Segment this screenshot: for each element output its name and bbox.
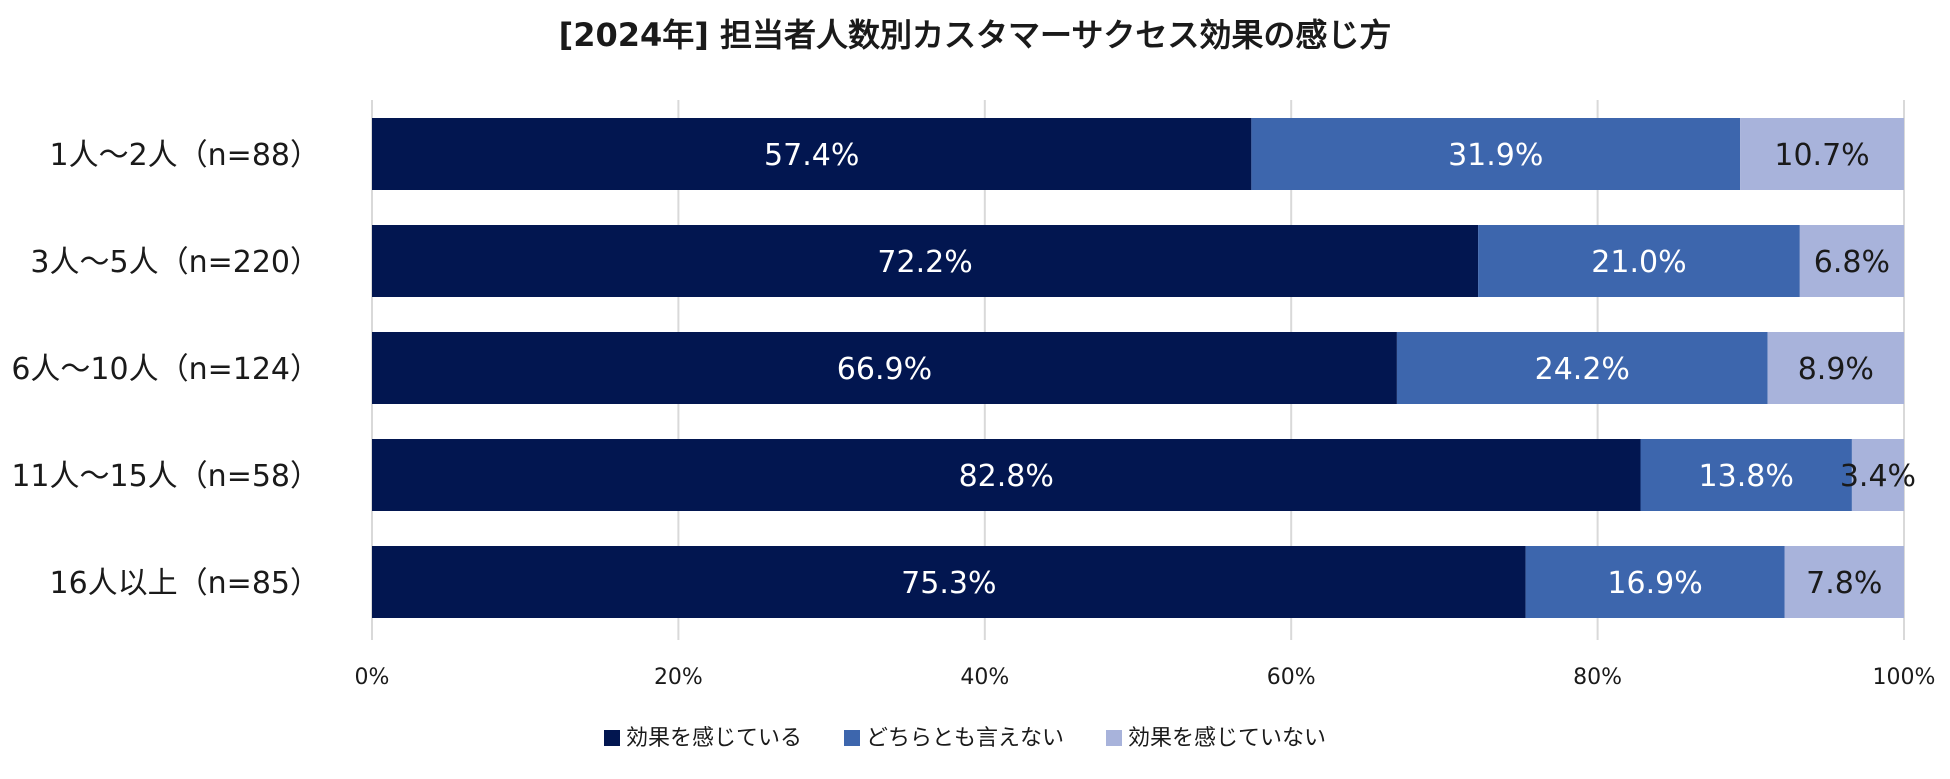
bar-segment: [1799, 225, 1904, 297]
bar-segment: [1784, 546, 1904, 618]
bar-segment: [1251, 118, 1741, 190]
bar-data-label: 13.8%: [1699, 459, 1794, 494]
bar-data-label: 8.9%: [1798, 352, 1874, 387]
bar-data-label: 6.8%: [1814, 245, 1890, 280]
legend-swatch: [604, 730, 620, 746]
bar-data-label: 7.8%: [1806, 566, 1882, 601]
category-labels: 1人～2人（n=88） 3人～5人（n=220） 6人～10人（n=124） 11人～…: [11, 138, 320, 601]
bar-segment: [1767, 332, 1904, 404]
bar-segment: [1525, 546, 1785, 618]
bar-data-label: 66.9%: [837, 352, 932, 387]
bar-segment: [372, 439, 1641, 511]
bar-data-label: 72.2%: [877, 245, 972, 280]
x-tick-label: 60%: [1267, 665, 1316, 690]
category-label: 1人～2人（n=88）: [50, 138, 321, 173]
legend-label: 効果を感じている: [626, 726, 802, 751]
bar-segment: [372, 546, 1526, 618]
bar-data-label: 31.9%: [1448, 138, 1543, 173]
x-tick-label: 0%: [355, 665, 390, 690]
legend: 効果を感じている どちらとも言えない 効果を感じていない: [604, 726, 1326, 751]
x-tick-label: 40%: [960, 665, 1009, 690]
bar-data-label: 10.7%: [1774, 138, 1869, 173]
x-tick-label: 20%: [654, 665, 703, 690]
bar-segment: [372, 225, 1479, 297]
bar-segment: [1396, 332, 1768, 404]
chart-title: [2024年] 担当者人数別カスタマーサクセス効果の感じ方: [559, 16, 1392, 54]
category-label: 11人～15人（n=58）: [11, 459, 320, 494]
x-axis-tick-labels: 0% 20% 40% 60% 80% 100%: [355, 665, 1936, 690]
category-label: 16人以上（n=85）: [50, 566, 321, 601]
bar-segment: [1640, 439, 1852, 511]
legend-label: 効果を感じていない: [1128, 726, 1326, 751]
bar-segment: [372, 118, 1252, 190]
bar-data-label: 21.0%: [1591, 245, 1686, 280]
bar-segment: [1740, 118, 1904, 190]
bar-segment: [1478, 225, 1800, 297]
category-label: 3人～5人（n=220）: [30, 245, 320, 280]
bar-segment: [1851, 439, 1904, 511]
bar-data-label: 57.4%: [764, 138, 859, 173]
x-tick-label: 80%: [1573, 665, 1622, 690]
category-label: 6人～10人（n=124）: [11, 352, 320, 387]
bar-data-label: 16.9%: [1607, 566, 1702, 601]
bars: 57.4% 31.9% 10.7% 72.2% 21.0% 6.8% 66.9% 24.2% 8…: [372, 118, 1916, 618]
bar-data-label: 24.2%: [1535, 352, 1630, 387]
bar-data-label: 3.4%: [1840, 459, 1916, 494]
bar-data-label: 75.3%: [901, 566, 996, 601]
x-tick-label: 100%: [1873, 665, 1936, 690]
legend-swatch: [1106, 730, 1122, 746]
legend-label: どちらとも言えない: [866, 726, 1064, 751]
bar-data-label: 82.8%: [959, 459, 1054, 494]
bar-segment: [372, 332, 1397, 404]
legend-swatch: [844, 730, 860, 746]
